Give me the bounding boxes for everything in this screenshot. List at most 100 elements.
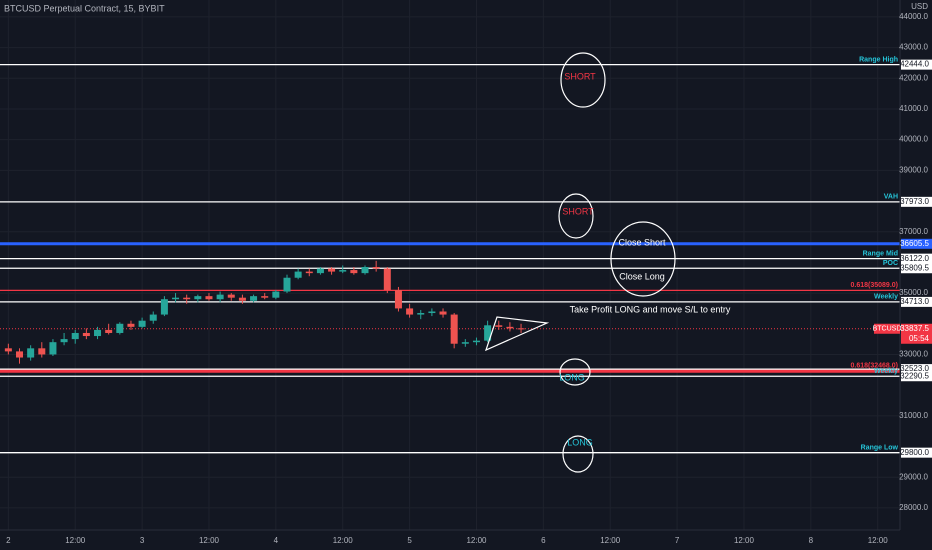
- x-tick-label: 12:00: [734, 536, 755, 545]
- candle-body: [49, 342, 57, 355]
- price-label: 42444.0: [900, 60, 929, 69]
- levels: Range High VAH Range Mid POC 0.618(35089.0) W…: [0, 56, 900, 454]
- circle-drawing: [559, 358, 591, 386]
- candle-body: [406, 308, 414, 315]
- x-tick-label: 2: [6, 536, 11, 545]
- candle-body: [27, 348, 35, 358]
- candle-body: [361, 266, 369, 274]
- last-price-name-box: [874, 323, 900, 334]
- candle-body: [82, 332, 90, 337]
- price-label: 29800.0: [900, 448, 929, 457]
- currency: USD: [911, 2, 928, 11]
- circle-drawing: [610, 221, 676, 297]
- candle-body: [517, 328, 525, 330]
- candle-body: [372, 266, 380, 269]
- x-tick-label: 4: [274, 536, 279, 545]
- candle-body: [138, 320, 146, 327]
- y-tick-label: 39000.0: [899, 165, 928, 174]
- annotation: LONG: [559, 372, 585, 382]
- x-tick-label: 3: [140, 536, 145, 545]
- y-tick-label: 42000.0: [899, 73, 928, 82]
- candle-body: [350, 270, 358, 274]
- candle-body: [4, 348, 12, 352]
- circle-drawing: [560, 52, 606, 108]
- level-name: Range Mid: [863, 250, 898, 257]
- candle-body: [484, 325, 492, 341]
- candle-body: [394, 290, 402, 309]
- candle-body: [294, 271, 302, 278]
- annotation: LONG: [567, 437, 593, 447]
- candle-body: [205, 296, 213, 300]
- annotation: SHORT: [564, 71, 596, 81]
- candle-body: [506, 326, 514, 329]
- price-label-box: [901, 447, 932, 458]
- price-label: 36605.5: [900, 239, 929, 248]
- level-name: VAH: [884, 194, 898, 201]
- x-tick-label: 12:00: [199, 536, 220, 545]
- candle-body: [472, 340, 480, 343]
- candle-body: [149, 314, 157, 321]
- price-label: 32523.0: [900, 364, 929, 373]
- candle-body: [172, 297, 180, 300]
- candles: [4, 260, 525, 364]
- annotation: Close Short: [618, 237, 666, 247]
- x-tick-label: 12:00: [333, 536, 354, 545]
- candle-body: [38, 348, 46, 355]
- price-label: 36122.0: [900, 254, 929, 263]
- y-tick-label: 35000.0: [899, 288, 928, 297]
- level-name: 0.618(35089.0): [851, 282, 898, 289]
- last-price-box: [901, 323, 932, 344]
- chart-title: BTCUSD Perpetual Contract, 15, BYBIT: [4, 3, 165, 13]
- level-name: 0.618(32468.0): [851, 363, 898, 370]
- candle-body: [316, 268, 324, 274]
- candle-body: [339, 270, 347, 272]
- x-tick-label: 8: [809, 536, 814, 545]
- y-tick-label: 43000.0: [899, 43, 928, 52]
- y-tick-label: 28000.0: [899, 503, 928, 512]
- candle-body: [461, 342, 469, 344]
- candle-body: [261, 296, 269, 298]
- y-tick-label: 31000.0: [899, 411, 928, 420]
- price-label: 35809.5: [900, 263, 929, 272]
- x-tick-label: 12:00: [65, 536, 86, 545]
- circle-drawing: [558, 193, 594, 239]
- y-tick-label: 40000.0: [899, 135, 928, 144]
- circle-drawing: [562, 435, 594, 473]
- price-label-box: [901, 238, 932, 249]
- level-name: Weekly: [874, 368, 898, 375]
- level-name: Range Low: [861, 445, 899, 452]
- x-tick-label: 12:00: [600, 536, 621, 545]
- candle-body: [194, 296, 202, 300]
- y-tick-label: 41000.0: [899, 104, 928, 113]
- candle-body: [60, 339, 68, 343]
- y-tick-label: 33000.0: [899, 350, 928, 359]
- price-label: 32290.5: [900, 371, 929, 380]
- candle-body: [250, 296, 258, 301]
- annotation: Take Profit LONG and move S/L to entry: [570, 304, 731, 314]
- annotation: SHORT: [562, 206, 594, 216]
- y-tick-label: 37000.0: [899, 227, 928, 236]
- candle-body: [216, 294, 224, 300]
- drawings: [485, 52, 676, 473]
- candle-body: [94, 329, 102, 337]
- axes: 44000.0 43000.0 42000.0 41000.0 40000.0 39000…: [6, 12, 932, 545]
- triangle-drawing: [485, 316, 550, 352]
- level-name: Weekly: [874, 294, 898, 301]
- last-price-name: BTCUSD: [873, 326, 902, 333]
- x-tick-label: 7: [675, 536, 680, 545]
- x-tick-label: 6: [541, 536, 546, 545]
- candle-body: [283, 277, 291, 292]
- level-name: POC: [883, 260, 898, 267]
- candle-body: [272, 291, 280, 298]
- price-label-box: [901, 253, 932, 264]
- candle-body: [495, 325, 503, 327]
- countdown: 05:54: [909, 334, 930, 343]
- candle-body: [183, 297, 191, 300]
- candle-body: [238, 297, 246, 301]
- price-label-box: [901, 196, 932, 207]
- price-label-box: [901, 364, 932, 375]
- candle-body: [417, 313, 425, 315]
- candle-body: [305, 271, 313, 274]
- candle-body: [71, 332, 79, 340]
